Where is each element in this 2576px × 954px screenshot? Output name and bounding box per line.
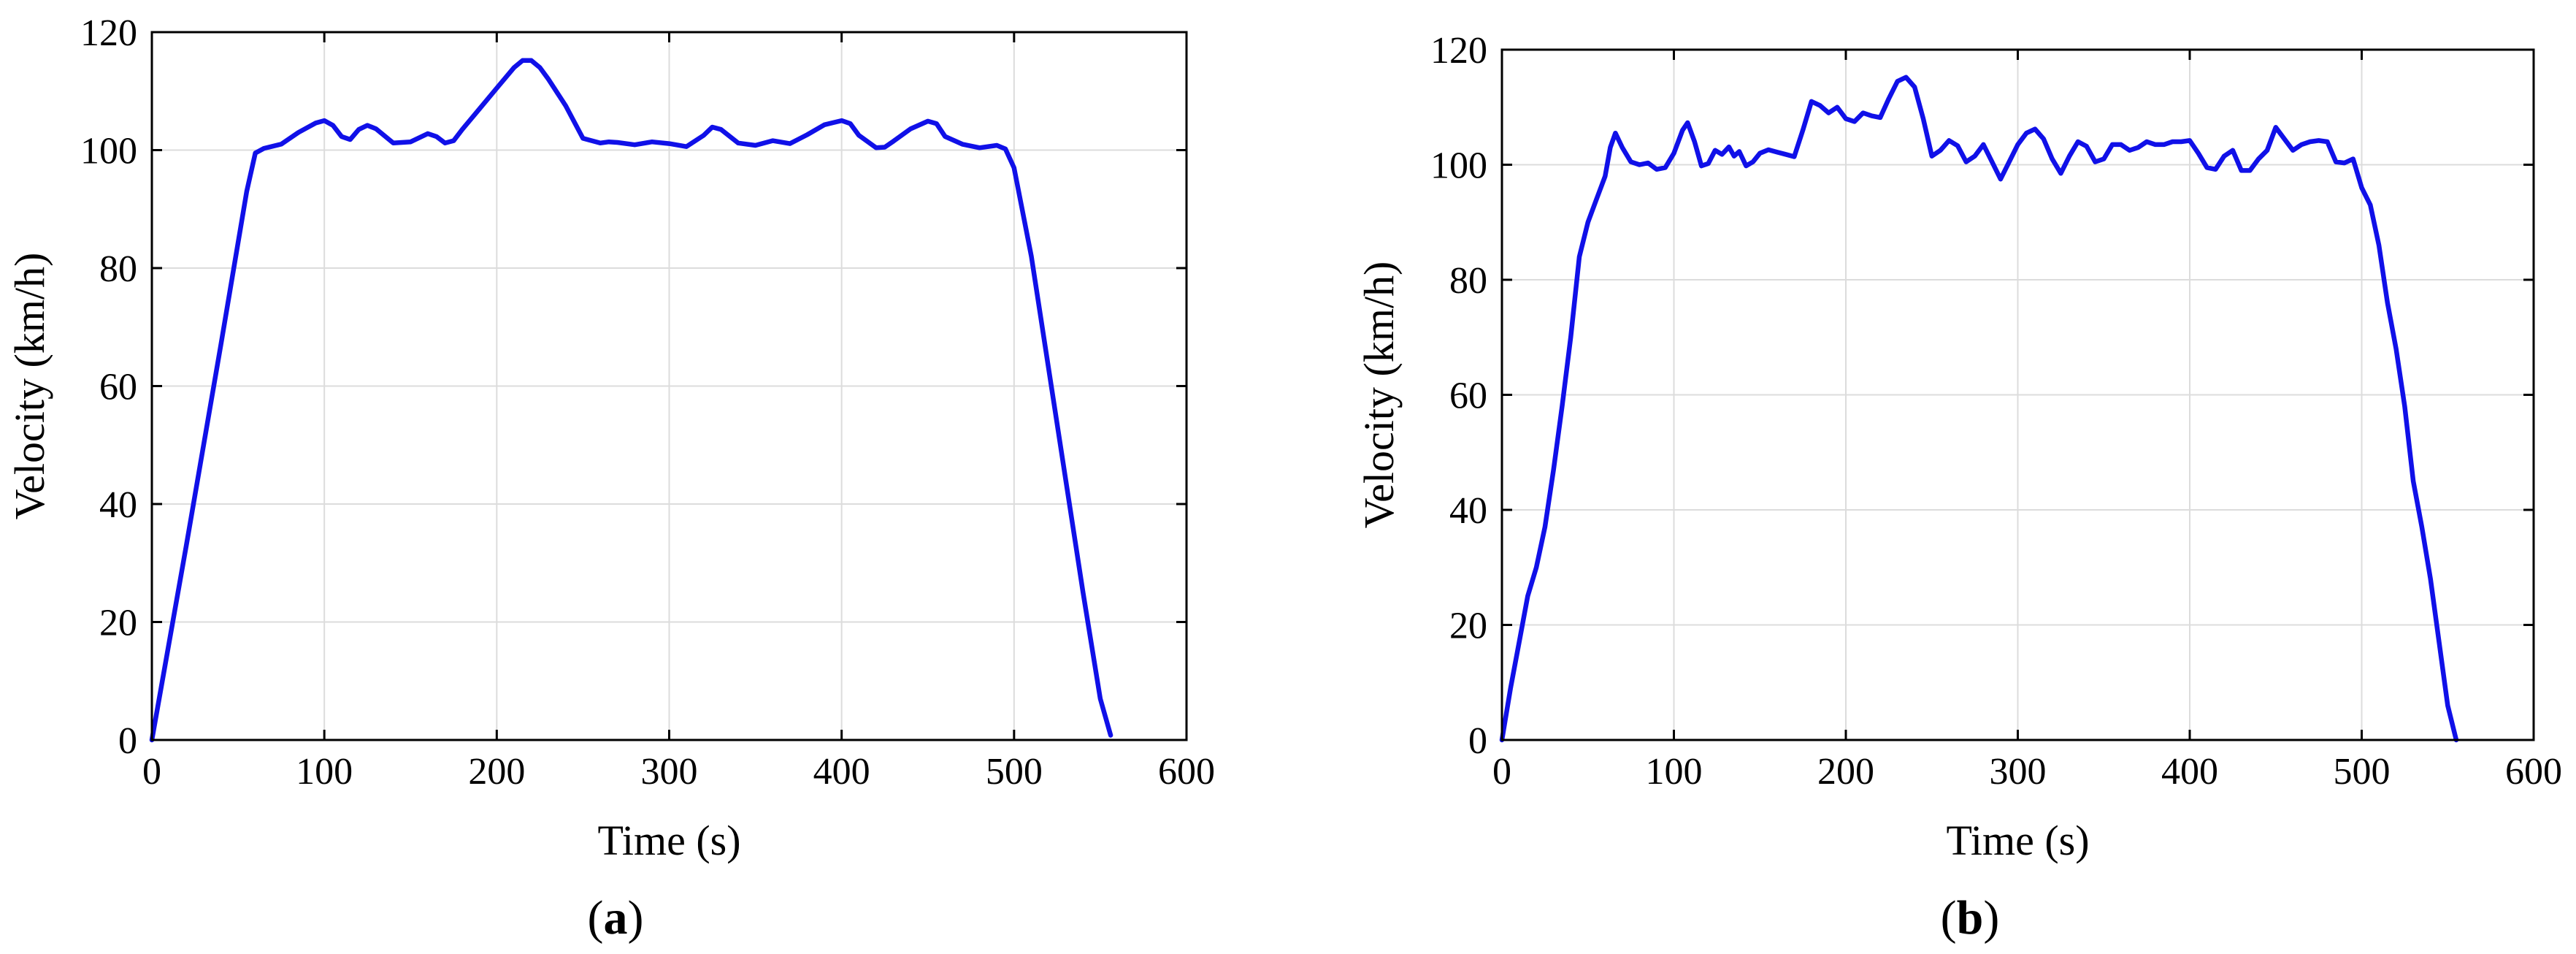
x-tick-label: 100 bbox=[296, 751, 353, 793]
y-tick-label: 20 bbox=[99, 603, 137, 644]
x-tick-label: 500 bbox=[2334, 751, 2391, 793]
chart-panel-b: 0 100 200 300 400 500 600 0 20 40 60 80 100 120 Time (… bbox=[1355, 30, 2562, 945]
y-tick-label: 100 bbox=[1430, 145, 1487, 187]
x-tick-label: 400 bbox=[813, 751, 870, 793]
y-tick-label: 40 bbox=[1449, 490, 1487, 532]
x-tick-label: 300 bbox=[1990, 751, 2047, 793]
y-tick-label: 0 bbox=[118, 720, 137, 762]
x-tick-label: 600 bbox=[2505, 751, 2562, 793]
x-tick-label: 100 bbox=[1646, 751, 1703, 793]
y-tick-label: 60 bbox=[1449, 375, 1487, 417]
x-tick-label: 400 bbox=[2161, 751, 2218, 793]
panel-label: (b) bbox=[1941, 891, 2000, 945]
x-tick-label: 600 bbox=[1158, 751, 1215, 793]
chart-panel-a: 0 100 200 300 400 500 600 0 20 40 60 80 100 120 Time (… bbox=[6, 12, 1215, 945]
x-tick-label: 300 bbox=[641, 751, 698, 793]
y-tick-label: 120 bbox=[1430, 30, 1487, 72]
x-tick-label: 0 bbox=[1492, 751, 1511, 793]
x-tick-label: 200 bbox=[468, 751, 525, 793]
y-tick-label: 40 bbox=[99, 484, 137, 526]
y-tick-label: 120 bbox=[80, 12, 137, 54]
x-tick-label: 200 bbox=[1817, 751, 1874, 793]
y-tick-label: 80 bbox=[1449, 260, 1487, 302]
y-tick-label: 60 bbox=[99, 367, 137, 408]
y-axis-label: Velocity (km/h) bbox=[1355, 262, 1403, 529]
series-line bbox=[1499, 75, 2459, 743]
y-tick-label: 100 bbox=[80, 131, 137, 172]
x-axis-label: Time (s) bbox=[1946, 817, 2089, 864]
x-tick-label: 500 bbox=[986, 751, 1043, 793]
y-tick-label: 0 bbox=[1468, 720, 1487, 762]
y-axis-label: Velocity (km/h) bbox=[6, 253, 53, 520]
series-line bbox=[149, 58, 1113, 743]
panel-label: (a) bbox=[588, 891, 644, 945]
x-tick-label: 0 bbox=[142, 751, 161, 793]
x-axis-label: Time (s) bbox=[597, 817, 740, 864]
y-tick-label: 20 bbox=[1449, 606, 1487, 647]
y-tick-label: 80 bbox=[99, 248, 137, 290]
